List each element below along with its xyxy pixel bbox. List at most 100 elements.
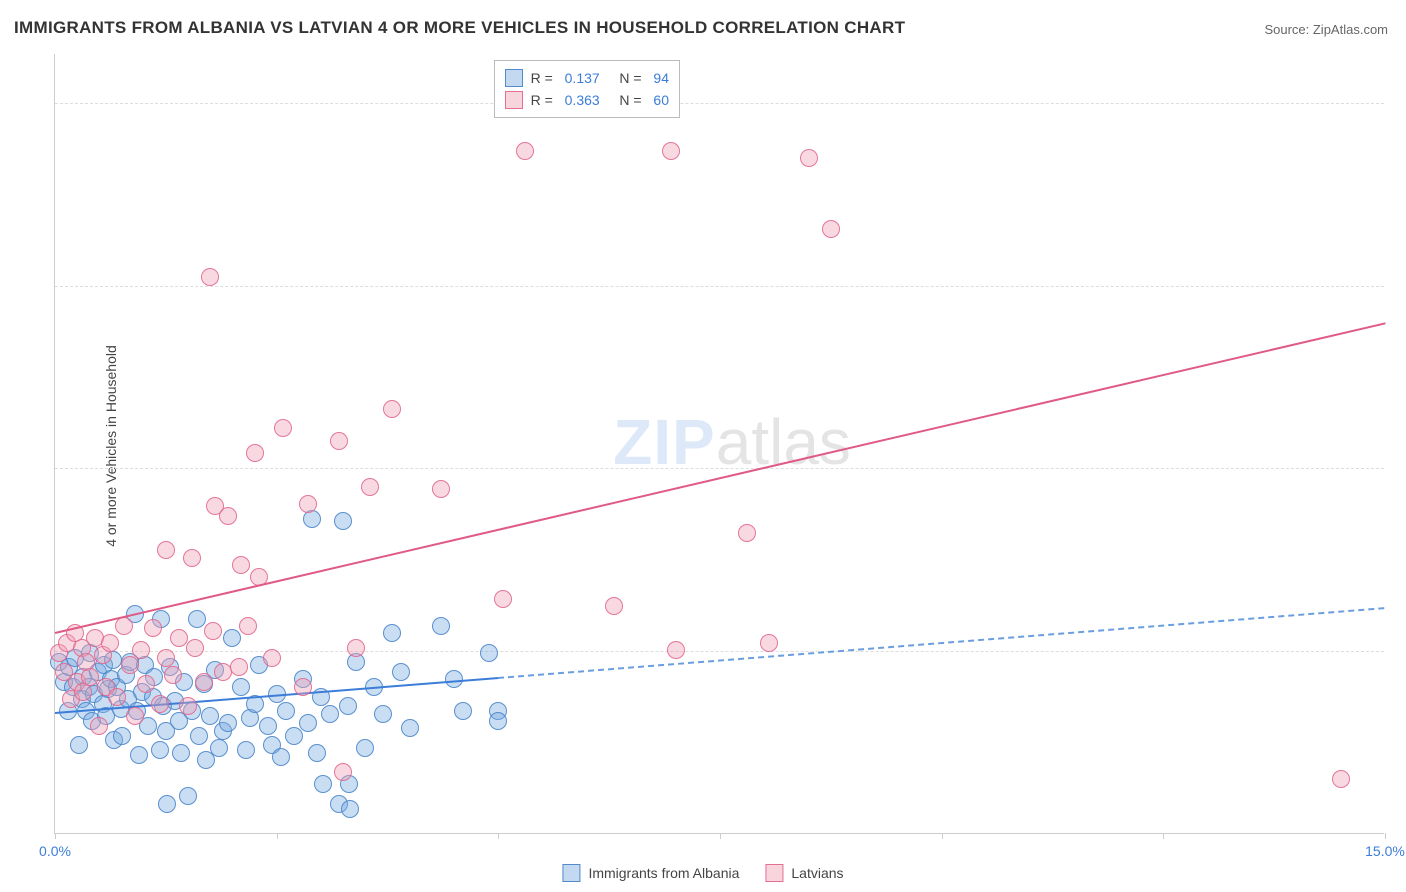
data-point <box>330 432 348 450</box>
legend-stat-row: R = 0.137 N = 94 <box>505 67 669 89</box>
legend-item: Immigrants from Albania <box>562 864 739 882</box>
chart-title: IMMIGRANTS FROM ALBANIA VS LATVIAN 4 OR … <box>14 18 905 38</box>
data-point <box>356 739 374 757</box>
data-point <box>188 610 206 628</box>
data-point <box>126 707 144 725</box>
data-point <box>137 675 155 693</box>
legend-swatch <box>505 69 523 87</box>
x-tick <box>720 833 721 839</box>
gridline-h <box>55 286 1384 287</box>
watermark-zip: ZIP <box>613 406 716 478</box>
data-point <box>219 507 237 525</box>
x-tick <box>1385 833 1386 839</box>
data-point <box>383 400 401 418</box>
data-point <box>151 695 169 713</box>
source-label: Source: ZipAtlas.com <box>1264 22 1388 37</box>
data-point <box>113 727 131 745</box>
data-point <box>223 629 241 647</box>
stat-r-value: 0.363 <box>565 89 600 111</box>
legend-item: Latvians <box>765 864 843 882</box>
data-point <box>201 268 219 286</box>
data-point <box>516 142 534 160</box>
data-point <box>274 419 292 437</box>
legend-stat-row: R = 0.363 N = 60 <box>505 89 669 111</box>
legend-swatch <box>505 91 523 109</box>
data-point <box>237 741 255 759</box>
data-point <box>314 775 332 793</box>
data-point <box>294 678 312 696</box>
trend-line <box>55 322 1385 634</box>
data-point <box>308 744 326 762</box>
data-point <box>263 649 281 667</box>
legend-label: Latvians <box>791 865 843 881</box>
data-point <box>201 707 219 725</box>
bottom-legend: Immigrants from Albania Latvians <box>562 864 843 882</box>
data-point <box>157 541 175 559</box>
data-point <box>392 663 410 681</box>
data-point <box>151 741 169 759</box>
x-tick-label: 0.0% <box>39 843 71 859</box>
data-point <box>334 763 352 781</box>
data-point <box>401 719 419 737</box>
data-point <box>190 727 208 745</box>
data-point <box>738 524 756 542</box>
x-tick <box>1163 833 1164 839</box>
data-point <box>195 673 213 691</box>
legend-swatch <box>765 864 783 882</box>
data-point <box>480 644 498 662</box>
x-tick <box>942 833 943 839</box>
data-point <box>115 617 133 635</box>
data-point <box>172 744 190 762</box>
data-point <box>232 556 250 574</box>
data-point <box>1332 770 1350 788</box>
trend-line <box>498 607 1385 679</box>
stat-n-value: 60 <box>653 89 669 111</box>
x-tick-label: 15.0% <box>1365 843 1405 859</box>
gridline-h <box>55 651 1384 652</box>
data-point <box>494 590 512 608</box>
data-point <box>132 641 150 659</box>
data-point <box>432 617 450 635</box>
data-point <box>90 717 108 735</box>
stat-key: N = <box>608 67 646 89</box>
data-point <box>219 714 237 732</box>
scatter-plot: ZIPatlas 7.5%15.0%22.5%30.0%0.0%15.0%R =… <box>54 54 1384 834</box>
x-tick <box>498 833 499 839</box>
data-point <box>361 478 379 496</box>
data-point <box>272 748 290 766</box>
data-point <box>164 666 182 684</box>
data-point <box>179 697 197 715</box>
data-point <box>334 512 352 530</box>
data-point <box>70 736 88 754</box>
data-point <box>81 668 99 686</box>
legend-stats: R = 0.137 N = 94R = 0.363 N = 60 <box>494 60 680 118</box>
data-point <box>822 220 840 238</box>
data-point <box>239 617 257 635</box>
stat-key: R = <box>531 67 557 89</box>
data-point <box>489 712 507 730</box>
stat-key: R = <box>531 89 557 111</box>
data-point <box>179 787 197 805</box>
data-point <box>347 639 365 657</box>
data-point <box>339 697 357 715</box>
data-point <box>662 142 680 160</box>
data-point <box>144 619 162 637</box>
data-point <box>277 702 295 720</box>
data-point <box>299 495 317 513</box>
stat-key: N = <box>608 89 646 111</box>
stat-n-value: 94 <box>653 67 669 89</box>
legend-label: Immigrants from Albania <box>588 865 739 881</box>
data-point <box>299 714 317 732</box>
data-point <box>605 597 623 615</box>
data-point <box>232 678 250 696</box>
data-point <box>108 688 126 706</box>
data-point <box>246 444 264 462</box>
data-point <box>158 795 176 813</box>
data-point <box>760 634 778 652</box>
data-point <box>383 624 401 642</box>
gridline-h <box>55 103 1384 104</box>
data-point <box>667 641 685 659</box>
watermark-atlas: atlas <box>716 406 851 478</box>
gridline-h <box>55 468 1384 469</box>
data-point <box>204 622 222 640</box>
